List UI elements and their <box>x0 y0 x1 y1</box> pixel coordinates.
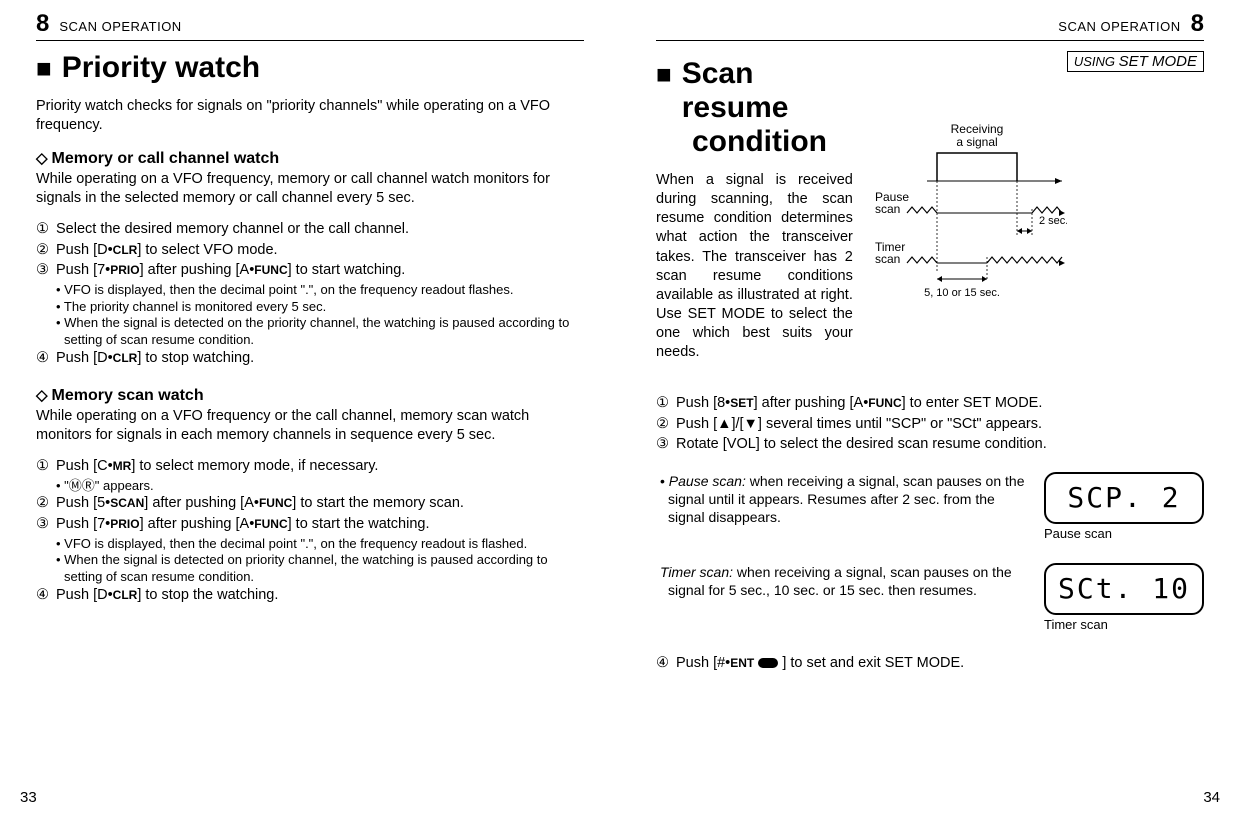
subsection-2-body: While operating on a VFO frequency or th… <box>36 407 584 445</box>
svg-text:scan: scan <box>875 252 900 266</box>
timer-lcd-label: Timer scan <box>1044 617 1204 632</box>
enter-key-icon <box>758 658 778 668</box>
diamond-icon: ◇ <box>36 387 48 404</box>
subsection-1-body: While operating on a VFO frequency, memo… <box>36 170 584 208</box>
square-icon: ■ <box>656 61 672 87</box>
right-page: SCAN OPERATION 8 USING SET MODE ■ Scan r… <box>620 0 1240 818</box>
svg-text:Receiving: Receiving <box>951 122 1004 136</box>
chapter-number: 8 <box>36 10 49 38</box>
intro-text: Priority watch checks for signals on "pr… <box>36 97 584 135</box>
pause-lcd-block: SCP. 2 Pause scan <box>1044 472 1204 557</box>
diamond-icon: ◇ <box>36 150 48 167</box>
left-page-number: 33 <box>20 789 37 806</box>
section-title: ■ Scan resume <box>656 57 853 125</box>
chapter-number: 8 <box>1191 10 1204 38</box>
pause-lcd-label: Pause scan <box>1044 526 1204 541</box>
left-header: 8 SCAN OPERATION <box>36 10 584 41</box>
right-steps: ①Push [8•SET] after pushing [A•FUNC] to … <box>656 394 1204 455</box>
square-icon: ■ <box>36 55 52 81</box>
right-header: SCAN OPERATION 8 <box>656 10 1204 41</box>
timer-lcd: SCt. 10 <box>1044 563 1204 615</box>
chapter-title: SCAN OPERATION <box>1058 19 1180 34</box>
subsection-2-title: ◇Memory scan watch <box>36 386 584 405</box>
left-page: 8 SCAN OPERATION ■ Priority watch Priori… <box>0 0 620 818</box>
subsection-1-title: ◇Memory or call channel watch <box>36 149 584 168</box>
steps-block-2: ①Push [C•MR] to select memory mode, if n… <box>36 457 584 606</box>
timer-lcd-block: SCt. 10 Timer scan <box>1044 563 1204 648</box>
section-title-line2: condition <box>656 125 853 159</box>
section-title: ■ Priority watch <box>36 51 584 85</box>
right-page-number: 34 <box>1203 789 1220 806</box>
scan-timing-diagram: Receiving a signal Pause scan <box>867 121 1067 316</box>
svg-text:2 sec.: 2 sec. <box>1039 215 1067 227</box>
svg-text:scan: scan <box>875 202 900 216</box>
timer-scan-entry: Timer scan: when receiving a signal, sca… <box>656 563 1204 648</box>
chapter-title: SCAN OPERATION <box>59 19 181 34</box>
pause-scan-entry: • Pause scan: when receiving a signal, s… <box>656 472 1204 557</box>
pause-lcd: SCP. 2 <box>1044 472 1204 524</box>
svg-text:a signal: a signal <box>956 135 997 149</box>
title-text: Priority watch <box>62 51 260 85</box>
intro-text: When a signal is received during scannin… <box>656 171 853 362</box>
timing-diagram-svg: Receiving a signal Pause scan <box>867 121 1067 311</box>
step-4: ④Push [#•ENT ] to set and exit SET MODE. <box>656 654 1204 674</box>
set-mode-badge: USING SET MODE <box>1067 51 1204 72</box>
svg-text:5, 10 or 15 sec.: 5, 10 or 15 sec. <box>924 287 1000 299</box>
steps-block-1: ①Select the desired memory channel or th… <box>36 220 584 369</box>
